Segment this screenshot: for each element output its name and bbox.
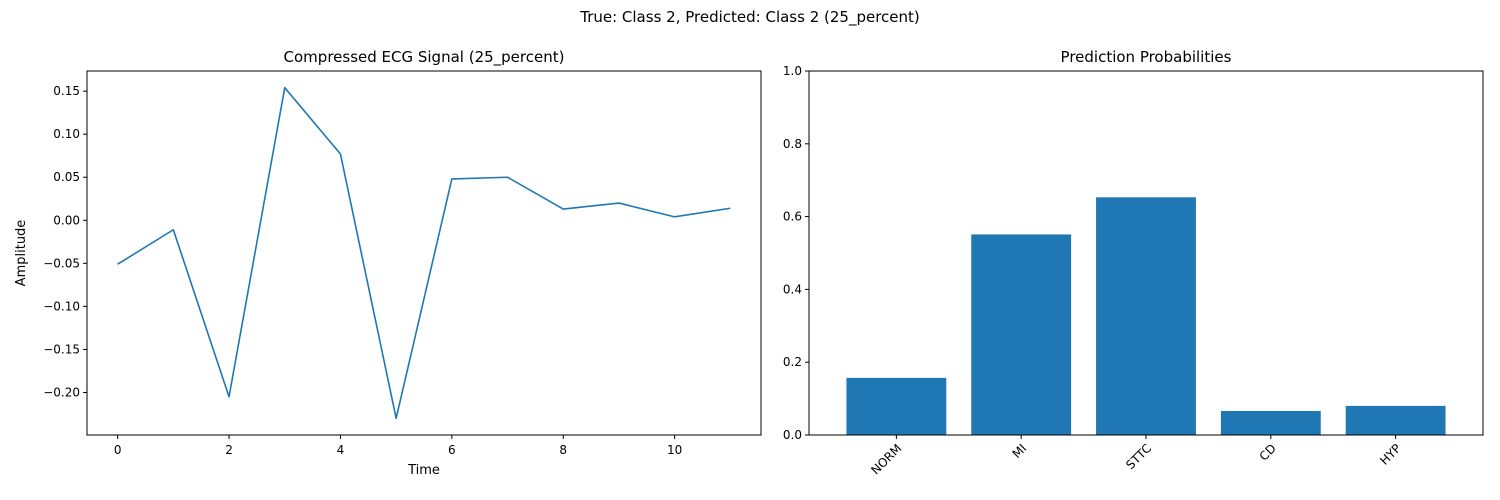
ecg-y-tick-label: 0.10 <box>53 127 80 141</box>
probability-y-tick-label: 0.2 <box>783 355 802 369</box>
ecg-y-tick-label: 0.05 <box>53 170 80 184</box>
ecg-signal-line <box>117 86 731 420</box>
probability-y-tick-label: 0.4 <box>783 282 802 296</box>
ecg-x-tick-label: 4 <box>337 443 345 457</box>
probability-x-tick-label: HYP <box>1377 441 1404 468</box>
ecg-y-tick-label: −0.15 <box>43 342 80 356</box>
probability-y-tick-label: 0.6 <box>783 210 802 224</box>
ecg-x-tick-label: 10 <box>667 443 682 457</box>
probability-bar-plot: Prediction Probabilities 0.0 0.2 0.4 0.6 0.8… <box>783 48 1484 477</box>
ecg-y-tick-label: 0.15 <box>53 84 80 98</box>
probability-bar-sttc <box>1096 197 1196 435</box>
ecg-y-tick-label: −0.05 <box>43 256 80 270</box>
probability-x-tick-label: STTC <box>1123 441 1154 472</box>
ecg-x-tick-label: 0 <box>114 443 122 457</box>
ecg-x-axis-label: Time <box>407 463 440 478</box>
ecg-y-tick-label: −0.10 <box>43 299 80 313</box>
ecg-plot-frame <box>86 70 762 436</box>
ecg-x-tick-label: 6 <box>448 443 456 457</box>
probability-bar-hyp <box>1345 405 1446 435</box>
ecg-x-tick-label: 2 <box>225 443 233 457</box>
ecg-y-tick-label: 0.00 <box>53 213 80 227</box>
probability-bar-mi <box>971 234 1072 435</box>
probability-x-axis: NORM MI STTC CD HYP <box>868 435 1404 477</box>
ecg-y-tick-label: −0.20 <box>43 385 80 399</box>
probability-plot-title: Prediction Probabilities <box>1061 48 1232 66</box>
ecg-series <box>117 86 731 420</box>
ecg-signal-plot: Compressed ECG Signal (25_percent) −0.20… <box>14 48 762 478</box>
ecg-y-axis: −0.20 −0.15 −0.10 −0.05 0.00 0.05 0.10 0.15 <box>43 84 87 399</box>
probability-x-tick-label: NORM <box>868 441 904 477</box>
ecg-plot-title: Compressed ECG Signal (25_percent) <box>284 48 565 67</box>
probability-y-tick-label: 0.8 <box>783 137 802 151</box>
probability-bars <box>846 197 1446 435</box>
ecg-y-axis-label: Amplitude <box>14 220 29 287</box>
figure-suptitle: True: Class 2, Predicted: Class 2 (25_pe… <box>580 8 920 26</box>
probability-y-tick-label: 1.0 <box>783 64 802 78</box>
probability-x-tick-label: MI <box>1010 441 1030 461</box>
probability-y-tick-label: 0.0 <box>783 428 802 442</box>
probability-plot-frame <box>808 70 1484 436</box>
ecg-x-axis: 0 2 4 6 8 10 <box>114 435 682 457</box>
probability-bar-cd <box>1220 410 1321 435</box>
probability-x-tick-label: CD <box>1257 441 1279 463</box>
probability-bar-norm <box>846 377 947 435</box>
probability-y-axis: 0.0 0.2 0.4 0.6 0.8 1.0 <box>783 64 809 442</box>
ecg-x-tick-label: 8 <box>559 443 567 457</box>
